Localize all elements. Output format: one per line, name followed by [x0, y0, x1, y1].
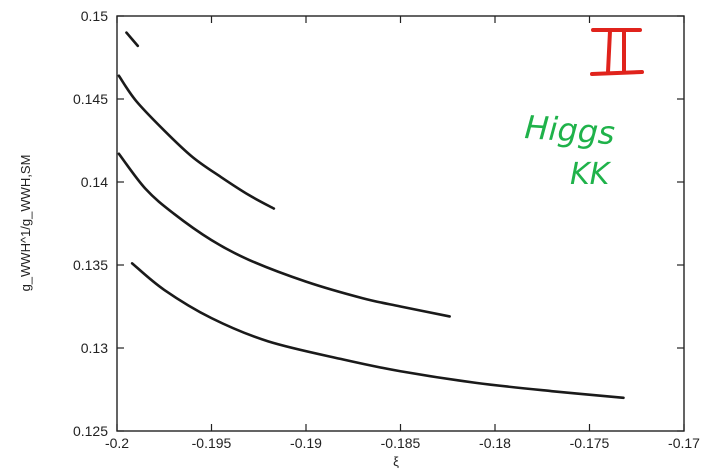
x-tick-label: -0.2 — [105, 435, 129, 451]
handwritten-note: Higgs KK — [523, 108, 616, 192]
y-tick-label: 0.145 — [73, 91, 108, 107]
series-line-4 — [130, 262, 625, 400]
series-line-3 — [117, 152, 451, 318]
series-curves — [117, 31, 625, 400]
axis-ticks — [116, 15, 685, 432]
x-tick-label: -0.185 — [381, 435, 421, 451]
y-axis-label: g_WWH^1/g_WWH,SM — [18, 155, 33, 292]
y-tick-label: 0.135 — [73, 257, 108, 273]
x-axis-label: ξ — [393, 454, 399, 469]
x-tick-label: -0.19 — [290, 435, 322, 451]
note-kk: KK — [570, 157, 612, 192]
roman-numeral-annotation: II — [590, 28, 644, 76]
y-tick-label: 0.14 — [81, 174, 108, 190]
x-tick-labels: -0.2 -0.195 -0.19 -0.185 -0.18 -0.175 -0.17 — [105, 435, 700, 451]
y-tick-label: 0.125 — [73, 423, 108, 439]
x-tick-label: -0.175 — [570, 435, 610, 451]
y-tick-labels: 0.125 0.13 0.135 0.14 0.145 0.15 — [73, 8, 108, 439]
x-tick-label: -0.17 — [668, 435, 700, 451]
x-tick-label: -0.18 — [479, 435, 511, 451]
x-tick-label: -0.195 — [192, 435, 232, 451]
y-tick-label: 0.15 — [81, 8, 108, 24]
plot-frame — [116, 15, 685, 432]
series-line-1 — [125, 31, 140, 48]
y-tick-label: 0.13 — [81, 340, 108, 356]
series-line-2 — [117, 74, 276, 210]
note-higgs: Higgs — [523, 108, 616, 152]
